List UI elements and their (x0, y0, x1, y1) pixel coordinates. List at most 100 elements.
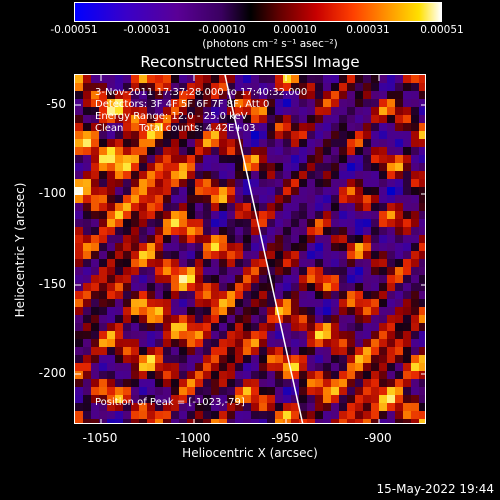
map-pixel (91, 131, 99, 139)
map-pixel (363, 387, 371, 395)
map-pixel (83, 387, 91, 395)
map-pixel (115, 411, 123, 419)
map-pixel (267, 267, 275, 275)
map-pixel (139, 299, 147, 307)
map-pixel (171, 99, 179, 107)
map-pixel (259, 171, 267, 179)
map-pixel (219, 203, 227, 211)
map-pixel (227, 387, 235, 395)
map-pixel (379, 403, 387, 411)
map-pixel (331, 235, 339, 243)
map-pixel (403, 411, 411, 419)
map-pixel (403, 163, 411, 171)
map-pixel (307, 235, 315, 243)
map-pixel (83, 123, 91, 131)
map-pixel (315, 235, 323, 243)
map-pixel (75, 227, 83, 235)
map-pixel (123, 147, 131, 155)
map-pixel (411, 187, 419, 195)
map-pixel (339, 291, 347, 299)
map-pixel (323, 323, 331, 331)
map-pixel (379, 411, 387, 419)
map-pixel (243, 315, 251, 323)
map-pixel (139, 387, 147, 395)
map-pixel (395, 355, 403, 363)
map-pixel (83, 75, 91, 83)
map-pixel (99, 411, 107, 419)
map-pixel (283, 379, 291, 387)
map-pixel (395, 235, 403, 243)
map-pixel (251, 107, 259, 115)
map-pixel (347, 387, 355, 395)
map-pixel (283, 283, 291, 291)
map-pixel (243, 75, 251, 83)
map-pixel (307, 195, 315, 203)
map-pixel (403, 171, 411, 179)
map-pixel (179, 339, 187, 347)
map-pixel (259, 363, 267, 371)
map-pixel (283, 211, 291, 219)
map-pixel (331, 267, 339, 275)
map-pixel (355, 403, 363, 411)
map-pixel (315, 187, 323, 195)
map-pixel (163, 227, 171, 235)
map-pixel (211, 411, 219, 419)
map-pixel (275, 291, 283, 299)
map-pixel (107, 251, 115, 259)
map-pixel (235, 411, 243, 419)
map-pixel (347, 275, 355, 283)
map-pixel (347, 155, 355, 163)
map-pixel (403, 283, 411, 291)
map-pixel (139, 379, 147, 387)
map-pixel (395, 251, 403, 259)
map-pixel (147, 219, 155, 227)
map-pixel (139, 331, 147, 339)
map-pixel (275, 115, 283, 123)
map-pixel (419, 179, 425, 187)
map-pixel (331, 307, 339, 315)
map-pixel (131, 227, 139, 235)
map-pixel (187, 115, 195, 123)
map-pixel (91, 363, 99, 371)
map-pixel (115, 299, 123, 307)
map-pixel (291, 211, 299, 219)
map-pixel (131, 379, 139, 387)
map-pixel (275, 123, 283, 131)
map-pixel (123, 219, 131, 227)
map-pixel (395, 171, 403, 179)
map-pixel (403, 147, 411, 155)
map-pixel (283, 171, 291, 179)
map-pixel (75, 299, 83, 307)
map-pixel (283, 275, 291, 283)
map-pixel (379, 211, 387, 219)
map-pixel (147, 363, 155, 371)
map-pixel (275, 139, 283, 147)
map-pixel (251, 371, 259, 379)
map-pixel (371, 131, 379, 139)
map-pixel (83, 355, 91, 363)
map-pixel (363, 219, 371, 227)
map-pixel (155, 355, 163, 363)
map-pixel (259, 203, 267, 211)
map-pixel (411, 411, 419, 419)
map-pixel (203, 91, 211, 99)
map-pixel (283, 267, 291, 275)
map-pixel (315, 203, 323, 211)
map-pixel (331, 195, 339, 203)
map-pixel (211, 363, 219, 371)
map-pixel (195, 363, 203, 371)
map-pixel (123, 211, 131, 219)
map-pixel (123, 251, 131, 259)
map-pixel (219, 195, 227, 203)
map-pixel (91, 235, 99, 243)
map-pixel (155, 99, 163, 107)
map-pixel (91, 243, 99, 251)
map-pixel (307, 227, 315, 235)
x-tick-label: -1050 (82, 431, 118, 445)
map-pixel (307, 139, 315, 147)
map-pixel (83, 163, 91, 171)
map-pixel (323, 251, 331, 259)
map-pixel (251, 403, 259, 411)
map-pixel (259, 195, 267, 203)
map-pixel (323, 131, 331, 139)
